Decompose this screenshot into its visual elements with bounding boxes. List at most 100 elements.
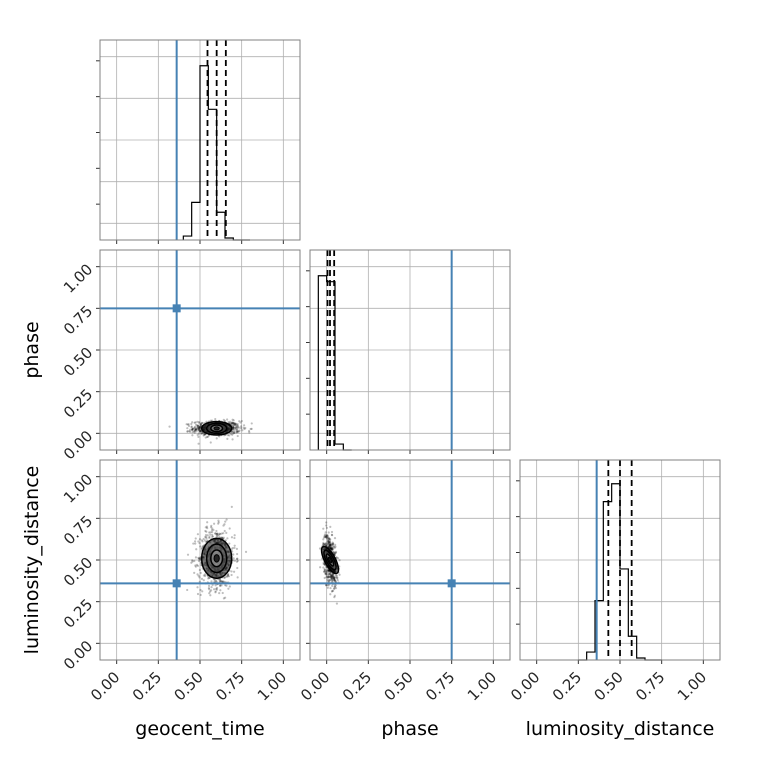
sample-point xyxy=(328,544,332,547)
y-tick-label: 1.00 xyxy=(60,470,96,506)
sample-point xyxy=(213,588,216,591)
sample-point xyxy=(323,568,326,571)
sample-point xyxy=(218,592,221,595)
sample-point xyxy=(240,419,243,423)
sample-point xyxy=(324,531,327,534)
sample-point xyxy=(327,541,331,544)
sample-point xyxy=(327,541,330,544)
sample-point xyxy=(331,543,334,546)
sample-point xyxy=(333,594,336,597)
sample-point xyxy=(215,580,218,583)
sample-point xyxy=(199,423,202,427)
sample-point xyxy=(330,576,334,579)
sample-point xyxy=(198,427,201,430)
sample-point xyxy=(198,429,201,432)
sample-point xyxy=(199,429,202,432)
sample-point xyxy=(318,547,322,550)
sample-point xyxy=(330,577,334,580)
sample-point xyxy=(201,540,204,543)
sample-point xyxy=(231,421,234,424)
sample-point xyxy=(197,420,201,424)
y-axis-label-luminosity_distance: luminosity_distance xyxy=(21,466,43,655)
x-axis-label-geocent_time: geocent_time xyxy=(135,718,264,740)
sample-point xyxy=(325,570,328,574)
sample-point xyxy=(336,577,339,580)
sample-point xyxy=(328,573,331,576)
sample-point xyxy=(204,526,207,529)
sample-point xyxy=(231,432,235,435)
sample-point xyxy=(332,550,335,554)
sample-point xyxy=(326,583,329,587)
sample-point xyxy=(328,543,331,546)
sample-point xyxy=(323,569,327,572)
sample-point xyxy=(194,556,198,559)
sample-point xyxy=(224,596,227,599)
sample-point xyxy=(197,432,200,435)
sample-point xyxy=(215,529,218,533)
sample-point xyxy=(187,423,190,426)
sample-point xyxy=(201,546,204,549)
sample-point xyxy=(324,534,327,537)
sample-point xyxy=(226,418,229,421)
sample-point xyxy=(325,576,328,579)
sample-point xyxy=(186,430,189,433)
sample-point xyxy=(190,426,193,429)
sample-point xyxy=(193,431,196,434)
sample-point xyxy=(204,574,207,578)
sample-point xyxy=(328,575,331,579)
sample-point xyxy=(324,543,327,547)
sample-point xyxy=(325,526,329,530)
sample-point xyxy=(194,565,197,568)
sample-point xyxy=(330,547,333,550)
scatter-panel-phase-luminosity_distance: 0.00 0.25 0.50 0.75 1.00 xyxy=(297,459,511,704)
sample-point xyxy=(325,524,328,527)
sample-point xyxy=(221,536,224,539)
sample-point xyxy=(224,584,227,587)
truth-marker xyxy=(172,304,181,313)
sample-point xyxy=(237,430,240,433)
sample-point xyxy=(208,592,211,595)
x-axis-label-luminosity_distance: luminosity_distance xyxy=(526,718,715,740)
sample-point xyxy=(328,571,331,575)
sample-point xyxy=(329,545,332,548)
sample-point xyxy=(205,536,208,539)
sample-point xyxy=(202,579,205,582)
contour-core xyxy=(213,554,220,563)
sample-point xyxy=(334,543,337,546)
sample-point xyxy=(193,427,196,430)
sample-point xyxy=(326,579,330,582)
sample-point xyxy=(213,578,216,581)
sample-point xyxy=(326,538,330,542)
sample-point xyxy=(196,424,200,427)
sample-point xyxy=(210,586,213,589)
sample-point xyxy=(235,431,238,434)
sample-point xyxy=(329,544,332,547)
sample-point xyxy=(226,574,230,577)
sample-point xyxy=(211,583,214,587)
sample-point xyxy=(209,590,212,593)
sample-point xyxy=(327,542,330,546)
sample-point xyxy=(324,572,328,576)
sample-point xyxy=(210,524,213,527)
x-tick-label: 1.00 xyxy=(464,668,500,704)
sample-point xyxy=(332,576,335,580)
sample-point xyxy=(326,534,329,537)
scatter-points xyxy=(318,521,341,605)
sample-point xyxy=(232,426,235,429)
sample-point xyxy=(236,434,239,438)
sample-point xyxy=(217,533,221,536)
sample-point xyxy=(333,595,336,599)
scatter-points xyxy=(186,505,248,600)
sample-point xyxy=(230,536,234,539)
sample-point xyxy=(324,572,327,575)
sample-point xyxy=(194,423,198,426)
sample-point xyxy=(329,572,332,575)
sample-point xyxy=(207,586,211,590)
sample-point xyxy=(324,570,327,574)
sample-point xyxy=(198,568,201,572)
sample-point xyxy=(330,530,334,534)
sample-point xyxy=(329,593,332,596)
sample-point xyxy=(330,548,333,551)
sample-point xyxy=(327,540,330,543)
sample-point xyxy=(202,574,206,577)
